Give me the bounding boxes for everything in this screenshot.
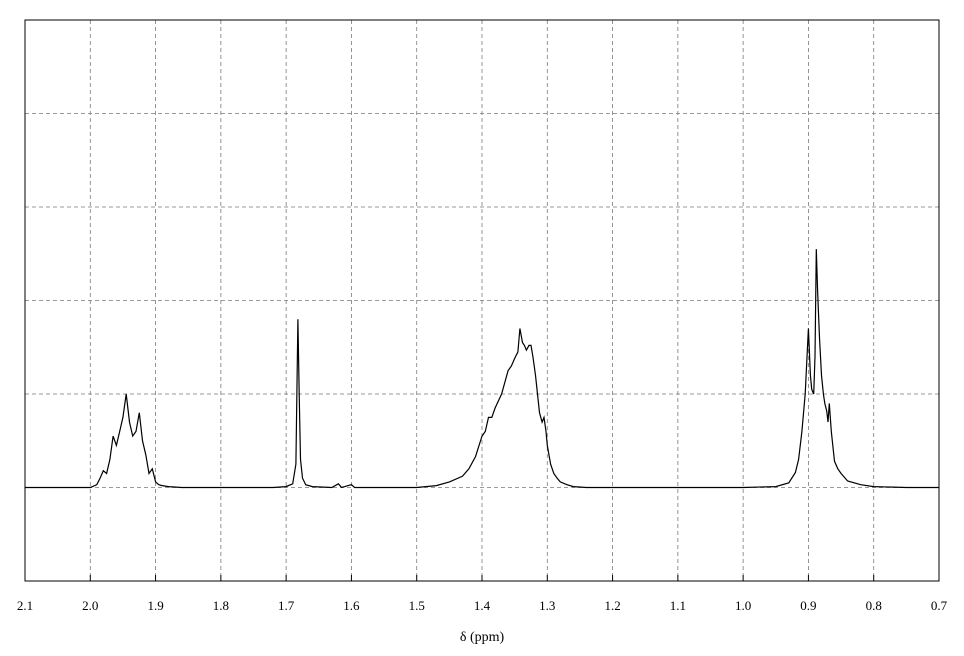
x-axis-ticks: 2.1 2.0 1.9 1.8 1.7 1.6 1.5 1.4 1.3 1.2 1.1 1.0 0.9 0…: [17, 575, 948, 613]
x-tick-label: 1.4: [474, 598, 491, 613]
x-tick-label: 1.2: [604, 598, 620, 613]
x-axis-label: δ (ppm): [460, 630, 505, 645]
x-tick-label: 1.5: [409, 598, 425, 613]
spectrum-line: [25, 249, 939, 489]
x-tick-label: 0.9: [800, 598, 816, 613]
x-tick-label: 1.3: [539, 598, 555, 613]
grid-lines: [25, 20, 939, 581]
x-tick-label: 2.1: [17, 598, 33, 613]
x-tick-label: 0.7: [931, 598, 948, 613]
x-tick-label: 1.0: [735, 598, 751, 613]
x-tick-label: 1.8: [213, 598, 229, 613]
x-tick-label: 2.0: [82, 598, 98, 613]
x-tick-label: 1.7: [278, 598, 295, 613]
x-tick-label: 1.6: [343, 598, 360, 613]
x-tick-label: 1.1: [670, 598, 686, 613]
x-tick-label: 0.8: [866, 598, 882, 613]
x-tick-label: 1.9: [147, 598, 163, 613]
